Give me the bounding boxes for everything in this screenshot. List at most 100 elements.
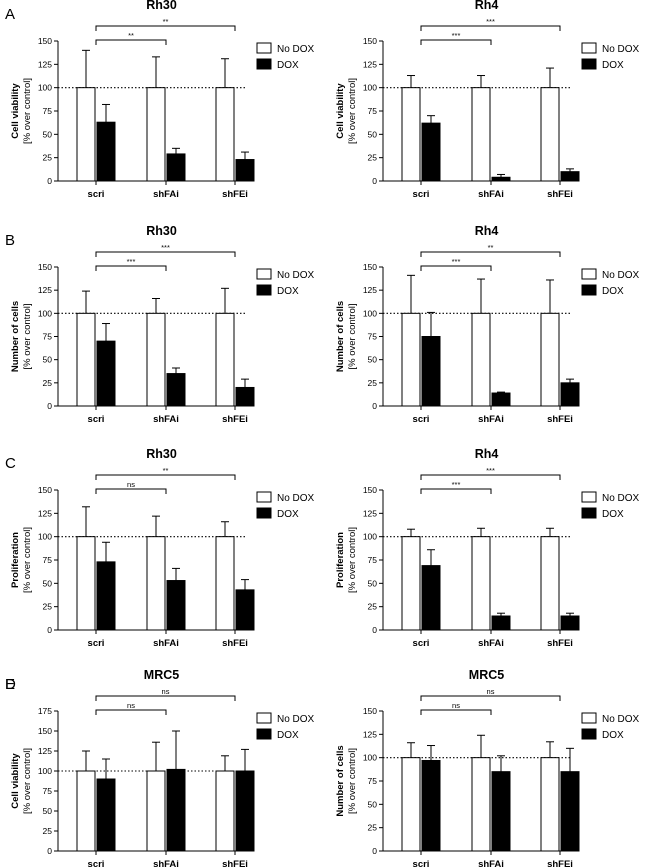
x-tick-label: shFAi: [153, 189, 179, 200]
y-axis-sublabel: [% over control]: [347, 748, 358, 814]
chart-panel: D MRC5 Cell viability [% over control] 0 25 50…: [5, 668, 315, 867]
x-tick-label: shFEi: [222, 189, 248, 200]
bar-no-dox: [146, 770, 166, 852]
y-tick-label: 75: [43, 106, 53, 116]
y-axis-label: Cell viability: [10, 753, 21, 809]
x-tick-label: shFAi: [478, 414, 504, 425]
y-tick-label: 50: [368, 578, 378, 588]
bar-dox: [421, 759, 441, 852]
bar-dox: [235, 159, 255, 182]
significance-label: ***: [161, 243, 170, 252]
significance-bracket: [420, 39, 492, 45]
y-tick-label: 50: [368, 799, 378, 809]
significance-label: **: [128, 31, 134, 40]
y-tick-label: 25: [368, 823, 378, 833]
y-tick-label: 100: [363, 83, 377, 93]
bar-no-dox: [401, 87, 421, 182]
x-tick-label: shFEi: [547, 859, 573, 867]
bar-no-dox: [76, 87, 96, 182]
legend-label: DOX: [277, 509, 299, 520]
y-tick-label: 50: [43, 806, 53, 816]
significance-bracket: [420, 695, 561, 701]
bar-no-dox: [540, 536, 560, 631]
significance-bracket: [420, 474, 561, 480]
y-axis-sublabel: [% over control]: [347, 527, 358, 593]
bar-no-dox: [146, 312, 166, 407]
y-tick-label: 75: [368, 106, 378, 116]
x-tick-label: shFAi: [478, 859, 504, 867]
bar-no-dox: [401, 536, 421, 631]
y-tick-label: 150: [38, 726, 52, 736]
y-tick-label: 0: [47, 401, 52, 411]
significance-label: ***: [127, 257, 136, 266]
bar-dox: [96, 121, 116, 182]
legend-swatch: [581, 507, 597, 519]
legend-swatch: [581, 58, 597, 70]
legend-label: No DOX: [602, 493, 640, 504]
y-tick-label: 125: [38, 285, 52, 295]
chart-panel: B Rh30 Number of cells [% over control] 0 25 5…: [5, 224, 315, 425]
y-tick-label: 100: [38, 308, 52, 318]
significance-label: ns: [127, 480, 135, 489]
bar-no-dox: [471, 536, 491, 631]
significance-bracket: [95, 265, 167, 271]
legend-label: DOX: [602, 60, 624, 71]
bar-no-dox: [215, 87, 235, 182]
y-tick-label: 175: [38, 706, 52, 716]
legend-swatch: [256, 284, 272, 296]
bar-no-dox: [146, 87, 166, 182]
y-tick-label: 125: [38, 59, 52, 69]
significance-label: **: [163, 466, 169, 475]
legend-swatch: [256, 42, 272, 54]
legend-label: DOX: [602, 509, 624, 520]
significance-label: ns: [127, 701, 135, 710]
significance-bracket: [95, 695, 236, 701]
significance-label: ***: [452, 257, 461, 266]
chart-title: Rh30: [146, 447, 177, 461]
panel-letter: D: [5, 676, 16, 693]
significance-bracket: [95, 488, 167, 494]
bar-dox: [560, 771, 580, 852]
bar-no-dox: [471, 87, 491, 182]
y-tick-label: 150: [38, 485, 52, 495]
legend-swatch: [581, 491, 597, 503]
x-tick-label: shFEi: [222, 859, 248, 867]
y-tick-label: 75: [368, 332, 378, 342]
y-tick-label: 125: [363, 285, 377, 295]
y-tick-label: 125: [363, 59, 377, 69]
x-tick-label: shFAi: [478, 638, 504, 649]
chart-panel: Rh4 Number of cells [% over control] 0 25 50 7…: [335, 224, 640, 425]
x-tick-label: shFEi: [222, 414, 248, 425]
x-tick-label: scri: [413, 414, 430, 425]
legend-label: No DOX: [277, 714, 315, 725]
chart-panel: Rh4 Cell viability [% over control] 0 25 50 75…: [335, 0, 640, 200]
x-tick-label: scri: [88, 414, 105, 425]
legend-label: No DOX: [277, 44, 315, 55]
bar-no-dox: [146, 536, 166, 631]
x-tick-label: scri: [413, 189, 430, 200]
legend-label: No DOX: [602, 44, 640, 55]
bar-dox: [96, 778, 116, 852]
y-tick-label: 100: [363, 308, 377, 318]
x-tick-label: scri: [88, 638, 105, 649]
legend-label: DOX: [602, 286, 624, 297]
legend-label: DOX: [277, 730, 299, 741]
y-tick-label: 125: [363, 729, 377, 739]
chart-panel: C Rh30 Proliferation [% over control] 0 25 50 7…: [5, 447, 315, 649]
y-tick-label: 50: [368, 355, 378, 365]
x-tick-label: scri: [413, 638, 430, 649]
bar-dox: [166, 768, 186, 852]
y-tick-label: 0: [372, 846, 377, 856]
legend-label: No DOX: [602, 714, 640, 725]
bar-dox: [166, 373, 186, 407]
bar-dox: [491, 771, 511, 852]
significance-label: ns: [452, 701, 460, 710]
y-tick-label: 75: [43, 786, 53, 796]
legend-swatch: [256, 58, 272, 70]
bar-dox: [560, 382, 580, 407]
y-tick-label: 125: [38, 508, 52, 518]
bar-dox: [560, 615, 580, 631]
legend-label: DOX: [602, 730, 624, 741]
